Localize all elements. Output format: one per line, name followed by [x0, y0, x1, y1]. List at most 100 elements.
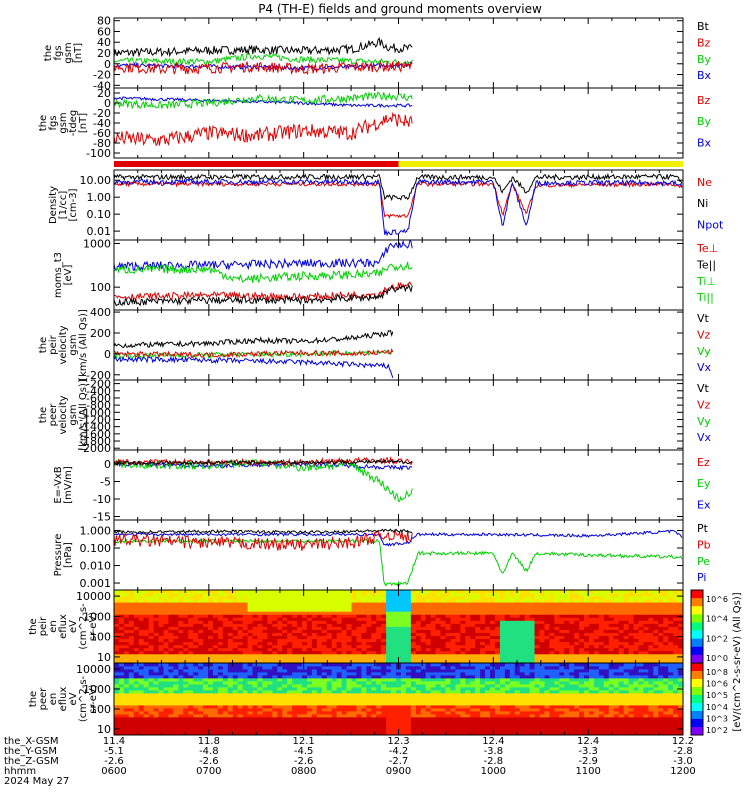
- spectrogram-cell: [218, 729, 223, 732]
- spectrogram-cell: [134, 729, 139, 732]
- spectrogram-cell: [317, 596, 322, 599]
- spectrogram-cell: [356, 705, 361, 708]
- spectrogram-cell: [223, 666, 228, 669]
- spectrogram-cell: [470, 630, 475, 633]
- spectrogram-cell: [371, 717, 376, 720]
- spectrogram-cell: [114, 690, 119, 693]
- spectrogram-cell: [634, 642, 639, 645]
- spectrogram-cell: [272, 717, 277, 720]
- spectrogram-cell: [554, 608, 559, 611]
- spectrogram-cell: [361, 590, 366, 593]
- spectrogram-cell: [178, 666, 183, 669]
- spectrogram-cell: [149, 651, 154, 654]
- spectrogram-cell: [183, 633, 188, 636]
- spectrogram-cell: [144, 593, 149, 596]
- spectrogram-cell: [337, 705, 342, 708]
- spectrogram-cell: [361, 605, 366, 608]
- spectrogram-cell: [500, 599, 505, 602]
- spectrogram-cell: [253, 611, 258, 614]
- spectrogram-cell: [124, 693, 129, 696]
- spectrogram-cell: [124, 651, 129, 654]
- spectrogram-cell: [505, 630, 510, 633]
- spectrogram-cell: [178, 590, 183, 593]
- spectrogram-cell: [490, 648, 495, 651]
- spectrogram-cell: [134, 717, 139, 720]
- spectrogram-cell: [604, 654, 609, 657]
- spectrogram-cell: [292, 723, 297, 726]
- spectrogram-cell: [376, 639, 381, 642]
- spectrogram-cell: [262, 708, 267, 711]
- spectrogram-cell: [426, 681, 431, 684]
- spectrogram-cell: [391, 645, 396, 648]
- spectrogram-cell: [208, 642, 213, 645]
- spectrogram-cell: [609, 596, 614, 599]
- spectrogram-cell: [248, 605, 253, 608]
- spectrogram-cell: [544, 627, 549, 630]
- spectrogram-cell: [149, 708, 154, 711]
- spectrogram-cell: [594, 605, 599, 608]
- spectrogram-cell: [144, 675, 149, 678]
- spectrogram-cell: [302, 639, 307, 642]
- spectrogram-cell: [282, 681, 287, 684]
- spectrogram-cell: [401, 657, 406, 660]
- spectrogram-cell: [213, 690, 218, 693]
- spectrogram-cell: [124, 705, 129, 708]
- spectrogram-cell: [139, 669, 144, 672]
- spectrogram-cell: [629, 636, 634, 639]
- spectrogram-cell: [386, 648, 391, 651]
- spectrogram-cell: [352, 687, 357, 690]
- spectrogram-cell: [277, 627, 282, 630]
- spectrogram-cell: [371, 723, 376, 726]
- spectrogram-cell: [515, 602, 520, 605]
- spectrogram-cell: [332, 636, 337, 639]
- spectrogram-cell: [292, 599, 297, 602]
- spectrogram-cell: [302, 678, 307, 681]
- spectrogram-cell: [203, 599, 208, 602]
- spectrogram-cell: [480, 608, 485, 611]
- spectrogram-cell: [648, 620, 653, 623]
- spectrogram-cell: [406, 684, 411, 687]
- spectrogram-cell: [228, 675, 233, 678]
- spectrogram-cell: [431, 630, 436, 633]
- spectrogram-cell: [282, 599, 287, 602]
- spectrogram-cell: [149, 672, 154, 675]
- spectrogram-cell: [203, 720, 208, 723]
- spectrogram-cell: [322, 684, 327, 687]
- spectrogram-cell: [163, 630, 168, 633]
- spectrogram-cell: [228, 717, 233, 720]
- spectrogram-cell: [416, 687, 421, 690]
- spectrogram-cell: [495, 617, 500, 620]
- spectrogram-cell: [535, 611, 540, 614]
- spectrogram-cell: [272, 696, 277, 699]
- spectrogram-cell: [203, 651, 208, 654]
- spectrogram-cell: [307, 617, 312, 620]
- spectrogram-cell: [277, 675, 282, 678]
- spectrogram-cell: [307, 723, 312, 726]
- spectrogram-cell: [213, 723, 218, 726]
- spectrogram-cell: [238, 605, 243, 608]
- spectrogram-cell: [381, 705, 386, 708]
- spectrogram-cell: [149, 633, 154, 636]
- spectrogram-cell: [228, 596, 233, 599]
- spectrogram-cell: [124, 645, 129, 648]
- spectrogram-cell: [149, 590, 154, 593]
- spectrogram-cell: [485, 599, 490, 602]
- spectrogram-cell: [114, 611, 119, 614]
- spectrogram-cell: [287, 590, 292, 593]
- spectrogram-cell: [416, 608, 421, 611]
- spectrogram-cell: [208, 633, 213, 636]
- spectrogram-cell: [292, 675, 297, 678]
- spectrogram-cell: [302, 648, 307, 651]
- spectrogram-cell: [381, 684, 386, 687]
- spectrogram-cell: [416, 717, 421, 720]
- spectrogram-cell: [297, 675, 302, 678]
- spectrogram-cell: [643, 630, 648, 633]
- spectrogram-cell: [396, 623, 401, 626]
- legend-Pi: Pi: [697, 571, 706, 584]
- spectrogram-cell: [213, 599, 218, 602]
- spectrogram-cell: [332, 663, 337, 666]
- spectrogram-cell: [173, 675, 178, 678]
- spectrogram-cell: [347, 654, 352, 657]
- spectrogram-cell: [643, 599, 648, 602]
- spectrogram-cell: [144, 596, 149, 599]
